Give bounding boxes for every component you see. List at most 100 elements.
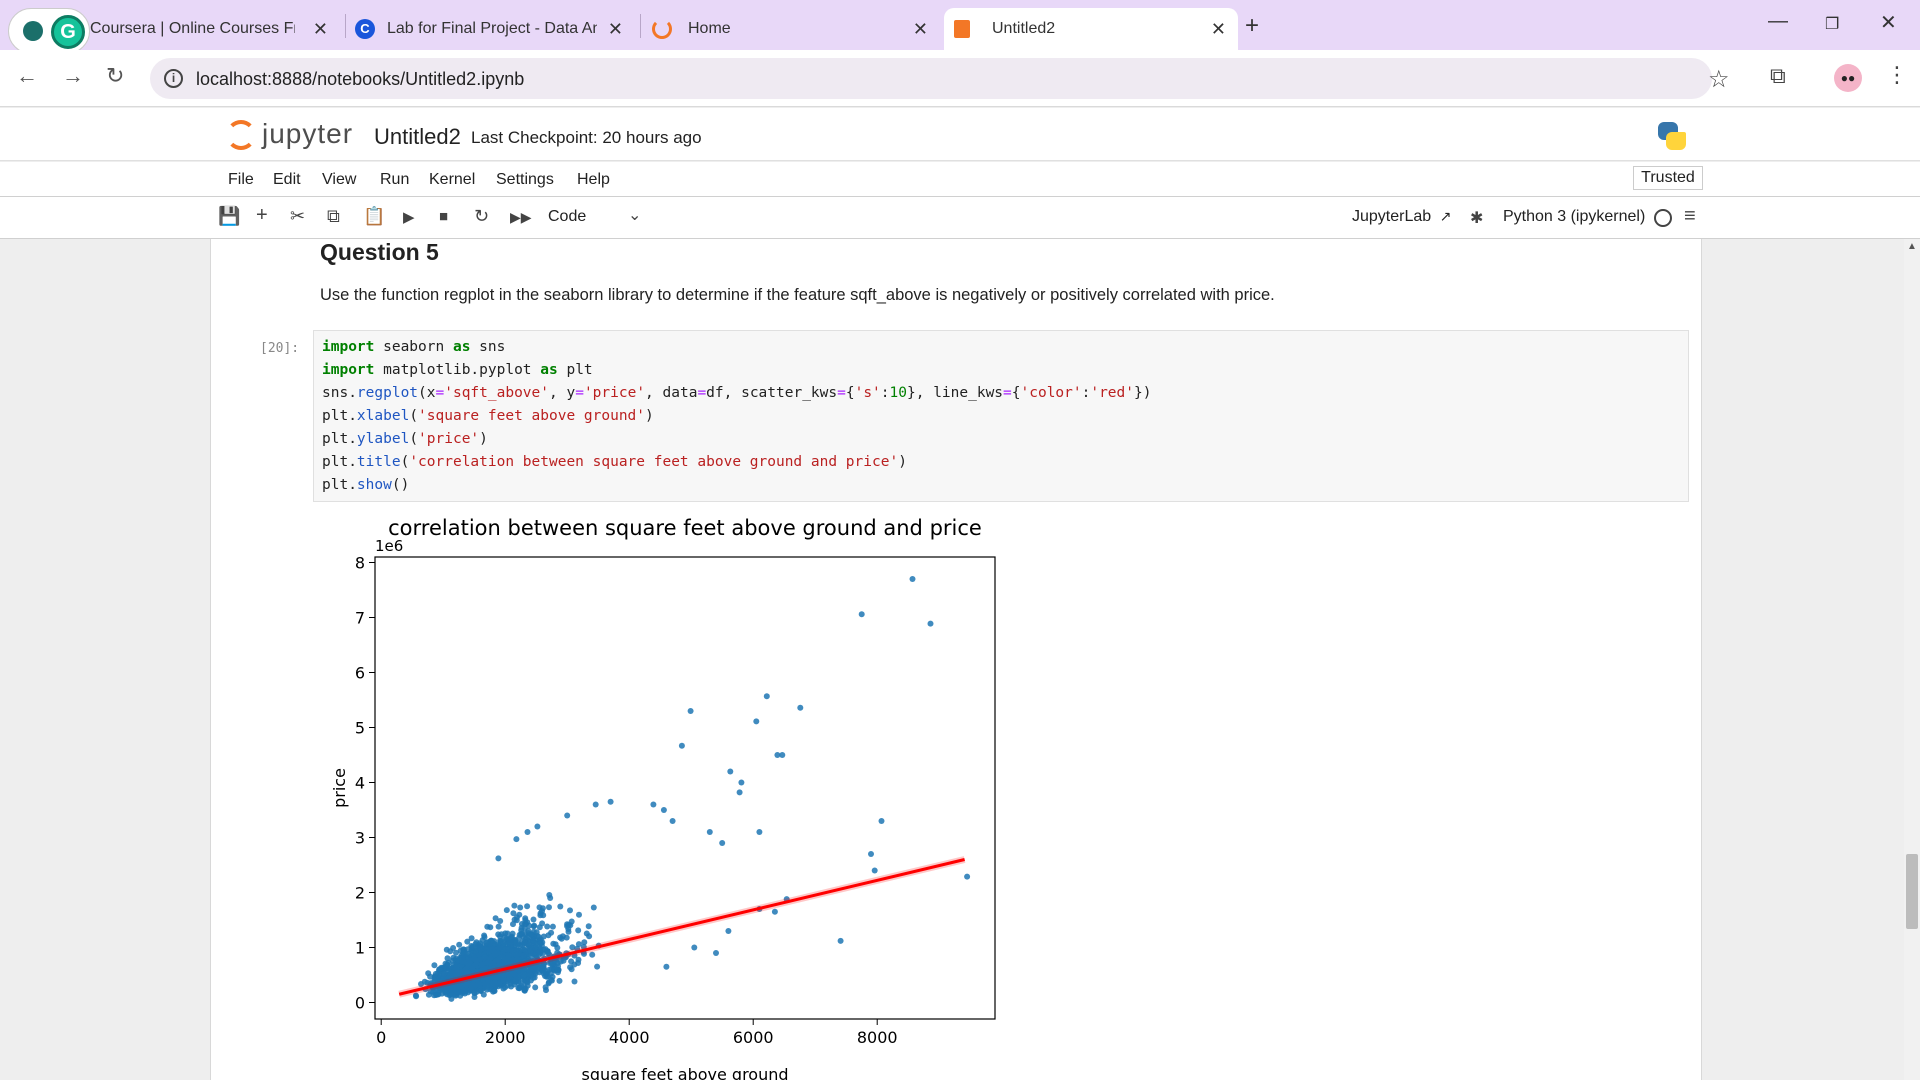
menu-settings[interactable]: Settings [496,171,554,188]
scatter-point [678,742,685,749]
scatter-point [589,951,596,958]
markdown-heading: Question 5 [320,239,439,265]
scatter-point [594,963,601,970]
menu-view[interactable]: View [322,171,357,188]
scrollbar-thumb[interactable] [1906,854,1918,929]
jupyter-logo[interactable]: jupyter [224,116,374,156]
scatter-point [519,977,526,984]
close-icon[interactable]: ✕ [312,19,328,39]
url-field[interactable]: i localhost:8888/notebooks/Untitled2.ipy… [150,58,1730,99]
menu-run[interactable]: Run [380,171,410,188]
tab-lab-final-project[interactable]: C Lab for Final Project - Data Ana ✕ [355,8,635,50]
browser-menu-icon[interactable]: ⋮ [1886,62,1908,87]
scatter-point [560,957,567,964]
run-icon[interactable]: ▶ [403,209,415,226]
close-icon[interactable]: ✕ [912,19,928,39]
scatter-point [554,966,561,973]
tab-untitled2[interactable]: Untitled2 ✕ [944,8,1238,50]
scatter-point [486,948,493,955]
axes-frame [374,556,996,1020]
scatter-point [725,928,732,934]
scatter-point [524,982,531,989]
menu-help[interactable]: Help [577,171,610,188]
scatter-point [513,836,520,843]
scatter-point [687,708,694,714]
extensions-puzzle-icon[interactable]: ⧉ [1770,63,1786,88]
notebook-book-icon [954,20,970,38]
run-all-icon[interactable]: ▶▶ [510,209,532,225]
save-icon[interactable]: 💾 [218,206,241,226]
minimize-icon[interactable]: — [1768,10,1788,32]
scatter-point [487,960,494,967]
tab-home[interactable]: Home ✕ [652,8,940,50]
menu-edit[interactable]: Edit [273,171,301,188]
notebook-title[interactable]: Untitled2 [374,124,461,149]
scatter-point [482,965,489,972]
debugger-bug-icon[interactable]: ✱ [1470,210,1484,227]
cell-type-select[interactable]: Code ⌄ [540,205,645,231]
scroll-up-arrow-icon[interactable]: ▲ [1907,241,1917,252]
jupyterlab-link[interactable]: JupyterLab ↗ [1352,208,1451,226]
scatter-point [583,930,590,937]
chevron-down-icon: ⌄ [628,207,642,224]
code-line: plt.title('correlation between square fe… [322,454,907,470]
back-icon[interactable]: ← [16,63,38,88]
tab-coursera[interactable]: Coursera | Online Courses From ✕ [90,8,340,50]
restart-icon[interactable]: ↻ [474,206,490,226]
scatter-point [476,982,483,988]
close-window-icon[interactable]: ✕ [1880,12,1897,34]
cut-icon[interactable]: ✂ [290,206,306,226]
site-info-icon[interactable]: i [164,69,183,88]
paste-icon[interactable]: 📋 [363,206,386,226]
profile-avatar[interactable]: ●● [1834,64,1862,92]
scatter-point [536,904,543,911]
scatter-point [546,892,553,898]
scatter-points [412,576,971,1002]
profile-badge[interactable]: G [8,8,90,54]
hamburger-menu-icon[interactable]: ≡ [1684,205,1696,227]
scatter-point [527,971,534,978]
scatter-point [503,907,510,914]
menu-kernel[interactable]: Kernel [429,171,476,188]
notebook-toolbar: 💾 + ✂ ⧉ 📋 ▶ ■ ↻ ▶▶ Code ⌄ JupyterLab ↗ ✱… [0,197,1920,239]
checkpoint-status: Last Checkpoint: 20 hours ago [471,128,702,147]
scatter-point [575,927,582,934]
insert-cell-icon[interactable]: + [256,204,268,226]
bookmark-star-icon[interactable]: ☆ [1708,66,1730,93]
tab-label: Untitled2 [992,20,1056,37]
new-tab-button[interactable]: + [1245,12,1260,39]
cell-prompt: [20]: [260,341,300,356]
scatter-point [495,923,502,930]
vertical-scrollbar[interactable]: ▲ [1904,239,1920,1080]
reload-icon[interactable]: ↻ [106,63,125,88]
cell-output: 0 2000 4000 6000 8000 0 1 2 3 4 5 6 7 8 correlation … [311,509,1211,1080]
jupyter-menu-bar: File Edit View Run Kernel Settings Help … [0,162,1920,197]
scatter-point [495,855,502,862]
url-text: localhost:8888/notebooks/Untitled2.ipynb [196,69,525,89]
stop-icon[interactable]: ■ [439,208,449,225]
code-cell-editor[interactable]: import seaborn as sns import matplotlib.… [313,330,1689,502]
copy-icon[interactable]: ⧉ [327,206,340,226]
scatter-point [431,992,438,999]
scatter-point [719,840,726,846]
scatter-point [537,965,543,971]
scatter-point [477,956,484,963]
trusted-indicator[interactable]: Trusted [1633,166,1703,190]
scatter-point [412,992,419,999]
kernel-name[interactable]: Python 3 (ipykernel) [1503,208,1646,225]
scatter-point [529,937,536,944]
y-tick-label: 1 [355,939,365,958]
scatter-point [537,940,544,947]
scatter-point [453,965,460,972]
scatter-point [517,904,524,911]
restore-icon[interactable]: ❐ [1825,16,1840,33]
close-icon[interactable]: ✕ [607,19,623,39]
scatter-point [427,988,434,995]
menu-file[interactable]: File [228,171,254,188]
scatter-point [909,576,916,582]
y-tick-label: 4 [355,774,365,793]
close-icon[interactable]: ✕ [1210,19,1226,39]
scatter-point [567,907,573,914]
scatter-point [500,977,507,984]
forward-icon[interactable]: → [62,63,84,88]
